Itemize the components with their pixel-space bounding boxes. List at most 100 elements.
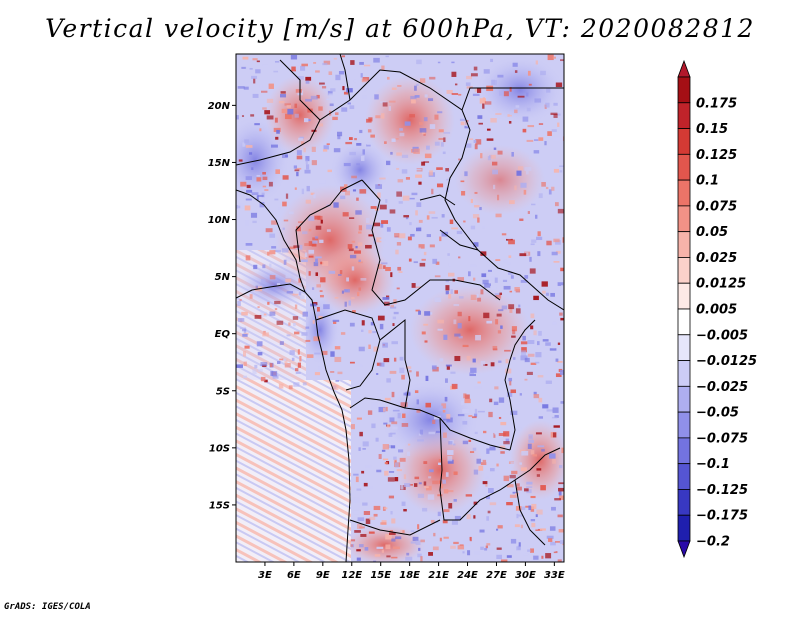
speckle-cell <box>377 264 383 270</box>
speckle-cell <box>496 313 502 317</box>
speckle-cell <box>473 277 476 281</box>
speckle-cell <box>514 524 520 528</box>
speckle-cell <box>341 107 348 112</box>
speckle-cell <box>537 251 541 257</box>
speckle-cell <box>506 555 512 558</box>
speckle-cell <box>276 320 284 325</box>
speckle-cell <box>328 270 336 274</box>
speckle-cell <box>460 401 464 406</box>
speckle-cell <box>474 88 478 92</box>
speckle-cell <box>326 229 331 232</box>
speckle-cell <box>469 373 477 377</box>
speckle-cell <box>308 271 311 276</box>
speckle-cell <box>551 186 555 191</box>
speckle-cell <box>508 304 515 310</box>
speckle-cell <box>516 170 522 176</box>
speckle-cell <box>494 431 498 435</box>
speckle-cell <box>405 217 409 220</box>
speckle-cell <box>445 364 452 367</box>
speckle-cell <box>555 541 561 543</box>
speckle-cell <box>525 505 531 508</box>
speckle-cell <box>437 494 443 497</box>
colorbar-label: 0.0125 <box>696 277 746 292</box>
speckle-cell <box>434 114 439 120</box>
speckle-cell <box>410 541 417 544</box>
speckle-cell <box>491 161 498 166</box>
speckle-cell <box>354 250 361 254</box>
speckle-cell <box>351 175 357 179</box>
speckle-cell <box>510 461 515 467</box>
speckle-cell <box>416 399 419 405</box>
speckle-cell <box>514 70 518 73</box>
speckle-cell <box>431 365 437 370</box>
speckle-cell <box>359 129 363 134</box>
speckle-cell <box>374 554 381 557</box>
speckle-cell <box>336 131 343 137</box>
speckle-cell <box>481 273 487 278</box>
speckle-cell <box>427 494 435 500</box>
speckle-cell <box>477 381 481 384</box>
speckle-cell <box>522 335 526 341</box>
speckle-cell <box>244 205 251 211</box>
colorbar-label: 0.05 <box>696 225 728 240</box>
speckle-cell <box>441 403 447 409</box>
speckle-cell <box>526 139 534 142</box>
speckle-cell <box>423 481 427 486</box>
speckle-cell <box>355 476 359 483</box>
speckle-cell <box>466 86 473 89</box>
speckle-cell <box>405 556 413 561</box>
speckle-cell <box>477 559 480 562</box>
speckle-cell <box>376 373 379 375</box>
speckle-cell <box>256 341 263 347</box>
speckle-cell <box>443 509 450 513</box>
speckle-cell <box>289 246 296 250</box>
speckle-cell <box>266 98 274 103</box>
speckle-cell <box>406 552 410 556</box>
speckle-cell <box>350 60 355 65</box>
speckle-cell <box>397 179 404 183</box>
ocean-streaks <box>236 380 351 562</box>
speckle-cell <box>298 221 304 224</box>
speckle-cell <box>509 307 513 313</box>
speckle-cell <box>522 128 527 133</box>
speckle-cell <box>536 509 543 515</box>
speckle-cell <box>527 70 531 76</box>
speckle-cell <box>388 106 391 111</box>
speckle-cell <box>392 426 398 430</box>
speckle-cell <box>415 83 419 86</box>
speckle-cell <box>270 144 278 148</box>
speckle-cell <box>312 355 317 358</box>
field-speckle <box>236 54 564 562</box>
speckle-cell <box>520 524 523 529</box>
speckle-cell <box>326 143 330 145</box>
speckle-cell <box>401 423 409 427</box>
map-panel <box>236 54 564 562</box>
speckle-cell <box>488 411 493 418</box>
speckle-cell <box>460 121 465 126</box>
speckle-cell <box>251 167 254 171</box>
speckle-cell <box>468 415 473 417</box>
speckle-cell <box>308 228 312 232</box>
speckle-cell <box>559 540 564 545</box>
speckle-cell <box>368 486 373 489</box>
speckle-cell <box>530 362 537 365</box>
speckle-cell <box>250 212 258 218</box>
speckle-cell <box>310 95 318 100</box>
speckle-cell <box>545 102 550 108</box>
speckle-cell <box>498 360 502 363</box>
speckle-cell <box>348 217 355 219</box>
speckle-cell <box>360 73 363 78</box>
speckle-cell <box>390 272 393 278</box>
speckle-cell <box>425 402 432 408</box>
speckle-cell <box>542 404 549 409</box>
speckle-cell <box>333 372 340 377</box>
speckle-cell <box>242 333 248 337</box>
colorbar-label: −0.005 <box>696 328 748 343</box>
speckle-cell <box>511 470 518 475</box>
speckle-cell <box>319 294 324 298</box>
speckle-cell <box>399 356 404 361</box>
speckle-cell <box>394 462 399 468</box>
speckle-cell <box>245 176 253 180</box>
speckle-cell <box>356 488 362 491</box>
speckle-cell <box>499 90 504 96</box>
